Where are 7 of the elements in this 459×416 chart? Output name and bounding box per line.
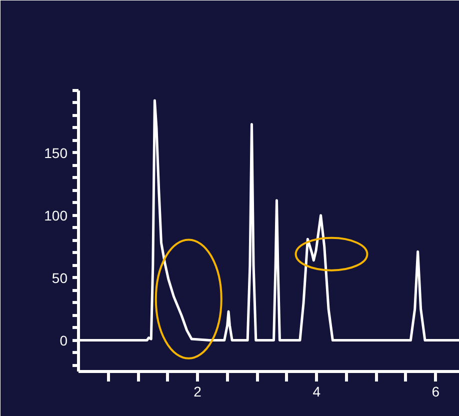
x-tick-label: 4 <box>312 384 321 400</box>
y-tick-label: 0 <box>60 332 68 348</box>
y-tick-label: 100 <box>44 207 68 224</box>
y-tick-label: 150 <box>44 144 68 161</box>
y-tick-label: 50 <box>52 270 68 286</box>
x-tick-label: 6 <box>432 384 440 400</box>
x-tick-label: 2 <box>194 384 202 400</box>
